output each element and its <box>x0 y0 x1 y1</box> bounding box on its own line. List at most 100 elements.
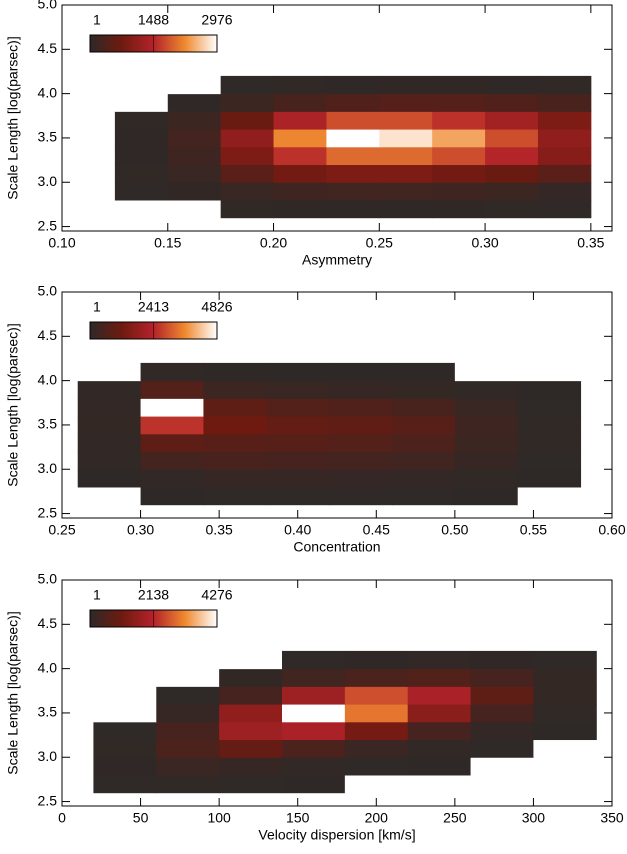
density-cell <box>517 380 582 399</box>
density-cell <box>407 686 472 705</box>
density-cell <box>219 686 283 705</box>
y-tick-label: 3.5 <box>38 416 58 432</box>
y-tick-label: 3.5 <box>38 129 58 145</box>
colorbar-tick-label: 2413 <box>138 299 169 315</box>
x-tick-label: 100 <box>207 810 231 826</box>
density-cell <box>140 469 204 488</box>
density-cell <box>432 93 486 112</box>
density-cell <box>273 111 327 130</box>
density-cell <box>220 93 275 112</box>
density-cell <box>344 721 409 741</box>
density-cell <box>485 111 539 130</box>
x-tick-label: 0 <box>58 810 66 826</box>
density-cell <box>266 416 330 435</box>
density-cell <box>454 486 519 506</box>
density-cell <box>392 486 456 506</box>
density-cell <box>219 650 283 670</box>
density-cell <box>93 704 157 723</box>
density-cell <box>203 433 267 453</box>
density-cell <box>344 704 409 723</box>
density-cell <box>432 111 486 130</box>
density-cell <box>266 451 330 470</box>
y-tick-label: 4.5 <box>38 327 58 343</box>
density-cell <box>392 469 456 488</box>
density-cell <box>167 199 222 219</box>
density-cell <box>273 129 327 148</box>
y-axis-label: Scale Length [log(parsec)] <box>5 323 21 486</box>
density-cell <box>93 686 157 705</box>
density-cell <box>326 182 380 201</box>
density-cell <box>517 433 582 453</box>
y-tick-label: 4.0 <box>38 371 58 387</box>
density-cell <box>344 650 409 670</box>
density-cell <box>282 704 346 723</box>
density-cell <box>266 362 330 382</box>
density-cell <box>517 486 582 506</box>
density-cell <box>537 164 592 183</box>
density-cell <box>432 182 486 201</box>
density-cell <box>140 451 204 470</box>
density-cell <box>93 757 157 776</box>
density-cell <box>114 164 169 183</box>
density-cell <box>167 164 222 183</box>
density-cell <box>114 182 169 201</box>
y-tick-label: 5.0 <box>38 571 58 587</box>
density-cell <box>93 668 157 687</box>
density-cell <box>407 668 472 687</box>
density-cell <box>77 433 142 453</box>
density-cell <box>454 398 519 417</box>
density-cell <box>93 650 157 670</box>
density-cell <box>454 362 519 382</box>
x-axis-label: Asymmetry <box>302 252 372 268</box>
density-cell <box>203 416 267 435</box>
density-cell <box>219 721 283 741</box>
density-cell <box>470 650 534 670</box>
y-axis-label: Scale Length [log(parsec)] <box>5 36 21 199</box>
density-cell <box>219 739 283 758</box>
density-cell <box>156 686 220 705</box>
density-cell <box>326 93 380 112</box>
density-cell <box>77 416 142 435</box>
y-tick-label: 4.0 <box>38 84 58 100</box>
colorbar-tick-label: 1488 <box>138 12 169 28</box>
density-cell <box>167 75 222 95</box>
x-tick-label: 0.50 <box>441 522 468 538</box>
density-cell <box>220 75 275 95</box>
density-cell <box>203 398 267 417</box>
x-tick-label: 300 <box>522 810 546 826</box>
x-tick-label: 0.55 <box>520 522 547 538</box>
density-cell <box>379 75 433 95</box>
density-cell <box>533 739 597 758</box>
density-cell <box>167 129 222 148</box>
density-cell <box>156 704 220 723</box>
density-cell <box>517 398 582 417</box>
density-cell <box>273 182 327 201</box>
density-cell <box>93 721 157 741</box>
density-cell <box>156 721 220 741</box>
density-cell <box>379 111 433 130</box>
x-tick-label: 0.35 <box>206 522 233 538</box>
density-cell <box>77 362 142 382</box>
x-tick-label: 0.10 <box>48 235 75 251</box>
density-cell <box>407 650 472 670</box>
density-cell <box>407 721 472 741</box>
density-cell <box>470 757 534 776</box>
density-cell <box>140 416 204 435</box>
density-cell <box>470 721 534 741</box>
density-cell <box>537 93 592 112</box>
y-tick-label: 2.5 <box>38 217 58 233</box>
density-cell <box>392 398 456 417</box>
density-cell <box>203 486 267 506</box>
density-cell <box>156 739 220 758</box>
density-cell <box>485 129 539 148</box>
colorbar-tick-label: 4276 <box>201 587 232 603</box>
density-cell <box>77 380 142 399</box>
density-cell <box>432 164 486 183</box>
density-cell <box>282 668 346 687</box>
density-cell <box>93 739 157 758</box>
density-cell <box>219 757 283 776</box>
density-cell <box>273 93 327 112</box>
density-cell <box>344 668 409 687</box>
density-cell <box>114 146 169 166</box>
